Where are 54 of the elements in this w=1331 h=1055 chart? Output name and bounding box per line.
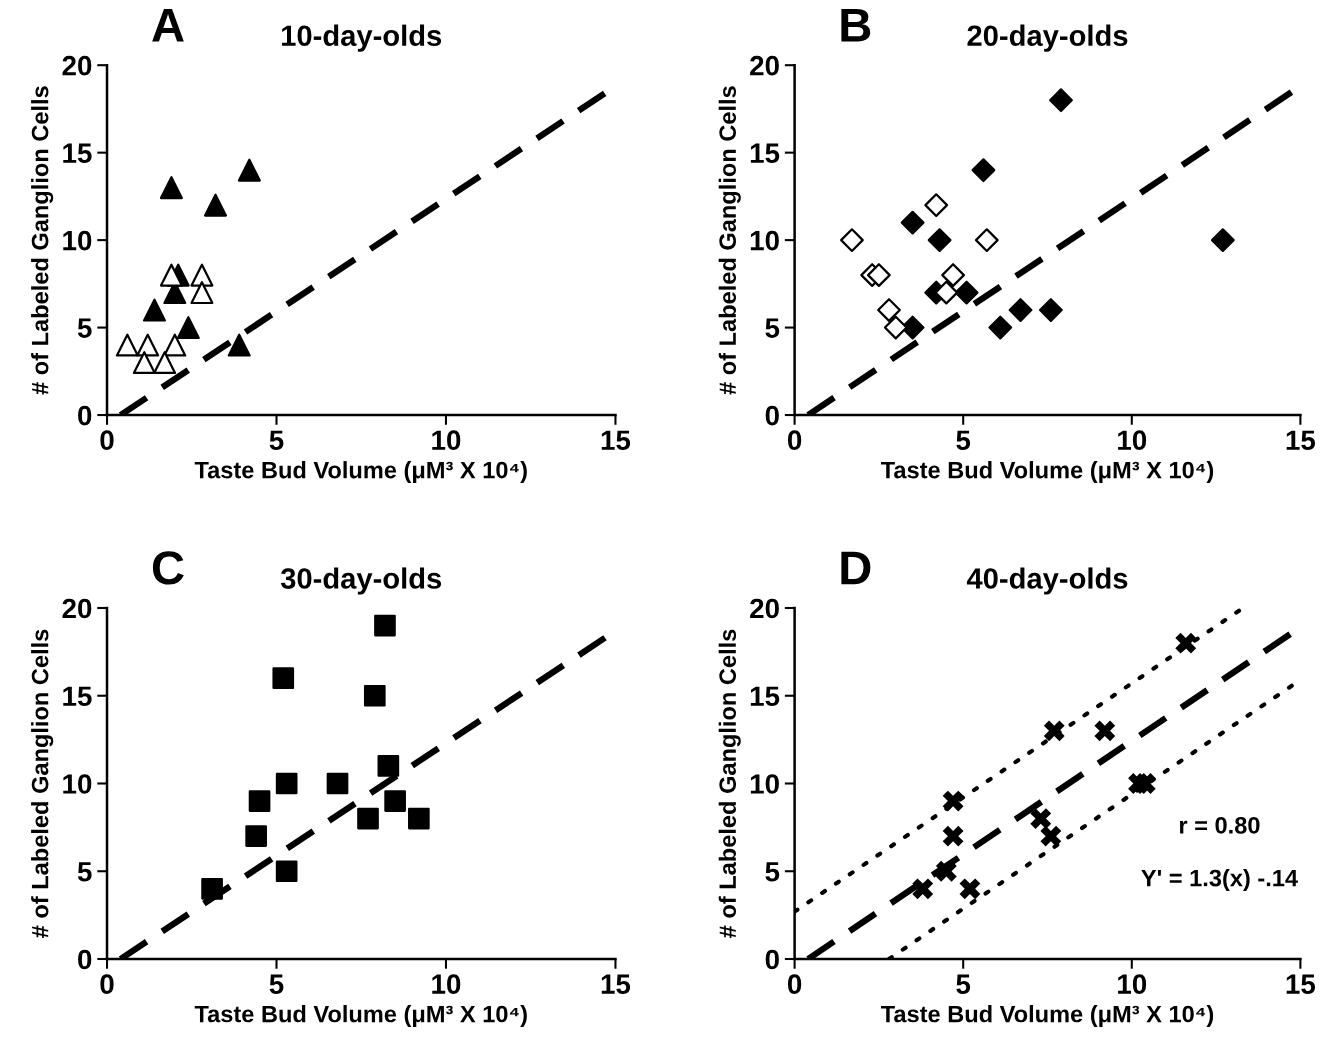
x-tick-label: 15	[601, 430, 631, 451]
x-tick-label: 0	[787, 974, 802, 994]
x-tick-label: 0	[100, 974, 114, 994]
x-axis-title: Taste Bud Volume (μM³ X 10⁴)	[194, 461, 527, 484]
y-tick-label: 5	[765, 862, 780, 882]
y-axis-title: # of Labeled Ganglion Cells	[718, 86, 741, 395]
y-tick-label: 15	[63, 686, 92, 707]
y-tick-label: 20	[750, 55, 779, 76]
y-tick-label: 10	[63, 230, 92, 251]
chart-title: 30-day-olds	[280, 567, 442, 595]
x-tick-label: 10	[1118, 430, 1147, 451]
text: D	[841, 551, 871, 585]
y-tick-label: 0	[765, 405, 779, 426]
y-tick-label: 15	[63, 143, 92, 163]
x-axis-title: Taste Bud Volume (μM³ X 10⁴)	[194, 1005, 527, 1028]
y-tick-label: 10	[63, 774, 92, 794]
text: C	[152, 551, 184, 585]
y-tick-label: 5	[77, 318, 92, 338]
x-axis-title: Taste Bud Volume (μM³ X 10⁴)	[880, 1005, 1214, 1028]
y-tick-label: 10	[750, 230, 779, 251]
chart-title: 40-day-olds	[966, 567, 1128, 595]
y-axis-title: # of Labeled Ganglion Cells	[718, 629, 741, 938]
chart-title: 10-day-olds	[282, 24, 442, 52]
y-axis-title: # of Labeled Ganglion Cells	[31, 86, 54, 395]
x-tick-label: 15	[1286, 430, 1316, 451]
y-tick-label: 15	[750, 143, 780, 163]
y-tick-label: 20	[750, 598, 779, 619]
x-tick-label: 5	[269, 974, 284, 994]
y-tick-label: 0	[765, 949, 779, 970]
x-tick-label: 5	[269, 430, 284, 451]
annotation: r = 0.80	[1179, 816, 1260, 834]
x-axis-title: Taste Bud Volume (μM³ X 10⁴)	[880, 461, 1214, 484]
y-tick-label: 20	[62, 55, 92, 76]
y-tick-label: 5	[77, 862, 92, 882]
y-tick-label: 0	[78, 949, 92, 970]
x-tick-label: 5	[956, 974, 971, 994]
x-tick-label: 5	[956, 430, 971, 451]
text: A	[152, 8, 184, 42]
x-tick-label: 15	[1286, 974, 1316, 994]
x-tick-label: 15	[601, 974, 631, 994]
y-tick-label: 15	[750, 686, 780, 707]
x-tick-label: 10	[432, 430, 461, 451]
y-tick-label: 0	[78, 405, 92, 426]
x-tick-label: 10	[1118, 974, 1147, 994]
x-tick-label: 0	[787, 430, 802, 451]
x-tick-label: 0	[100, 430, 114, 451]
y-tick-label: 10	[750, 774, 779, 794]
text: B	[841, 8, 871, 42]
y-tick-label: 20	[62, 598, 92, 619]
y-axis-title: # of Labeled Ganglion Cells	[31, 629, 54, 938]
chart-title: 20-day-olds	[967, 24, 1128, 52]
annotation: Y' = 1.3(x) -.14	[1141, 869, 1298, 892]
y-tick-label: 5	[765, 318, 780, 338]
x-tick-label: 10	[432, 974, 461, 994]
